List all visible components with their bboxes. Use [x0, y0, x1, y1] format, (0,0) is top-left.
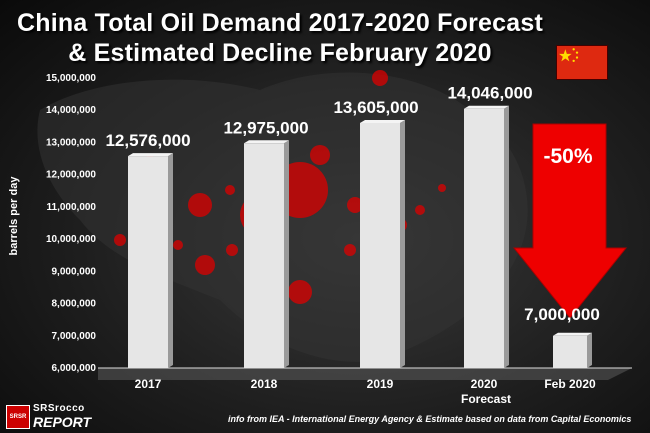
x-tick-label: 2018: [251, 377, 278, 391]
map-dot: [114, 234, 126, 246]
map-dot: [188, 193, 212, 217]
logo-text-bottom: REPORT: [33, 414, 92, 430]
chart-title-line2: & Estimated Decline February 2020: [68, 39, 492, 67]
x-tick-label: 2017: [135, 377, 162, 391]
chart-title-line1: China Total Oil Demand 2017-2020 Forecas…: [17, 9, 543, 37]
data-label: 7,000,000: [524, 305, 600, 324]
bar-top: [128, 153, 173, 157]
x-tick-label: 2019: [367, 377, 394, 391]
map-dot: [226, 244, 238, 256]
y-tick-label: 11,000,000: [47, 202, 97, 213]
x-tick-sublabel: Forecast: [461, 392, 511, 406]
bar-top: [360, 119, 405, 123]
bar-top: [244, 140, 289, 144]
bar-face: [128, 156, 168, 368]
bar-top: [464, 105, 509, 109]
y-tick-label: 12,000,000: [46, 170, 96, 181]
data-label: 14,046,000: [447, 84, 532, 103]
bar-face: [464, 108, 504, 369]
bar: [244, 140, 289, 368]
data-label: 12,576,000: [105, 131, 190, 150]
data-labels: 12,576,000 12,975,000 13,605,000 14,046,000…: [105, 84, 599, 324]
bar-series: [128, 105, 592, 369]
map-dot: [288, 280, 312, 304]
bar: [464, 105, 509, 369]
bar-side: [587, 332, 592, 368]
logo-badge: SRSR: [6, 405, 30, 429]
bar-side: [284, 140, 289, 368]
y-tick-label: 13,000,000: [46, 137, 96, 148]
decline-percent-label: -50%: [543, 145, 592, 168]
map-dot: [225, 185, 235, 195]
data-label: 12,975,000: [223, 118, 308, 137]
bar-top: [553, 332, 592, 336]
data-label: 13,605,000: [333, 98, 418, 117]
map-dot: [310, 145, 330, 165]
bar-face: [553, 335, 587, 368]
y-tick-label: 14,000,000: [46, 105, 96, 116]
source-note: info from IEA - International Energy Age…: [228, 414, 632, 424]
y-tick-label: 7,000,000: [52, 331, 97, 342]
y-axis-label-wrap: barrels per day: [4, 150, 24, 290]
bar-side: [504, 105, 509, 369]
y-tick-label: 9,000,000: [52, 266, 97, 277]
china-flag-icon: [556, 45, 608, 80]
map-dot: [344, 244, 356, 256]
bar-side: [168, 153, 173, 368]
y-tick-label: 8,000,000: [52, 299, 97, 310]
bar: [553, 332, 592, 368]
chart-floor: [98, 368, 632, 380]
map-dot: [347, 197, 363, 213]
y-axis-ticks: 6,000,000 7,000,000 8,000,000 9,000,000 10,0…: [46, 73, 96, 374]
map-dot: [372, 70, 388, 86]
logo-text-top: SRSrocco: [33, 403, 85, 414]
x-tick-label: Feb 2020: [544, 377, 596, 391]
map-dot: [173, 240, 183, 250]
bar-face: [360, 122, 400, 368]
srsrocco-logo: SRSR SRSrocco REPORT: [6, 403, 106, 430]
bar: [128, 153, 173, 368]
y-tick-label: 6,000,000: [52, 363, 97, 374]
map-dot: [415, 205, 425, 215]
arrow-shape: [512, 123, 628, 319]
map-dot: [438, 184, 446, 192]
map-dot: [195, 255, 215, 275]
bar-side: [400, 119, 405, 368]
x-tick-label: 2020: [471, 377, 498, 391]
decline-arrow: -50%: [512, 123, 628, 319]
y-tick-label: 15,000,000: [46, 73, 96, 84]
y-tick-label: 10,000,000: [46, 234, 96, 245]
y-axis-label: barrels per day: [8, 176, 20, 256]
bar: [360, 119, 405, 368]
bar-face: [244, 143, 284, 368]
